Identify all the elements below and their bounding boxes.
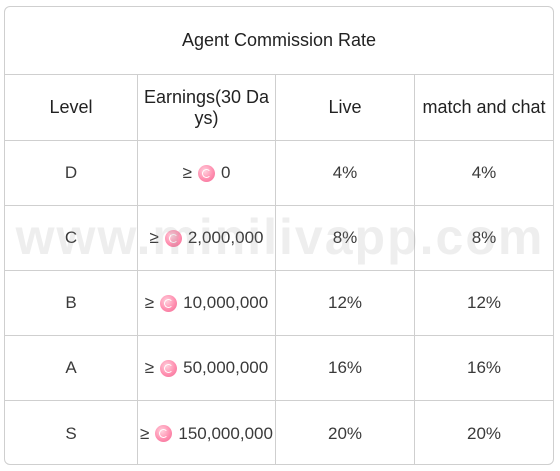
earnings-amount: 2,000,000 xyxy=(187,228,264,248)
commission-table: Agent Commission Rate Level Earnings(30 … xyxy=(4,6,554,465)
header-live: Live xyxy=(276,75,415,140)
level-cell: S xyxy=(5,401,138,464)
gte-symbol: ≥ xyxy=(140,423,150,443)
earnings-amount: 50,000,000 xyxy=(183,358,269,378)
match-chat-rate-cell: 20% xyxy=(466,423,502,443)
coin-icon xyxy=(155,425,173,442)
live-rate-cell: 12% xyxy=(276,271,415,335)
table-row: D ≥ 0 4% 4% xyxy=(5,141,553,206)
level-cell: B xyxy=(5,271,138,335)
earnings-amount: 150,000,000 xyxy=(178,423,273,443)
earnings-cell: ≥ 0 xyxy=(138,141,276,205)
match-chat-rate-cell: 16% xyxy=(466,358,502,378)
earnings-amount: 0 xyxy=(220,163,231,183)
earnings-cell: ≥ 2,000,000 xyxy=(138,206,276,270)
match-chat-rate-cell: 8% xyxy=(471,228,497,248)
live-rate-cell: 20% xyxy=(276,401,415,464)
table-row: A ≥ 50,000,000 16% 16% xyxy=(5,336,553,401)
gte-symbol: ≥ xyxy=(144,293,155,313)
header-level: Level xyxy=(5,75,138,140)
earnings-amount: 10,000,000 xyxy=(183,293,269,313)
table-row: C ≥ 2,000,000 8% 8% xyxy=(5,206,553,271)
gte-symbol: ≥ xyxy=(149,228,159,248)
match-chat-rate-cell: 4% xyxy=(471,163,497,183)
header-earnings: Earnings(30 Da ys) xyxy=(138,75,276,140)
header-match-chat: match and chat xyxy=(422,97,546,118)
level-cell: A xyxy=(5,336,138,400)
gte-symbol: ≥ xyxy=(144,358,155,378)
earnings-cell: ≥ 150,000,000 xyxy=(138,401,276,464)
live-rate-cell: 4% xyxy=(276,141,415,205)
coin-icon xyxy=(164,229,182,247)
table-row: B ≥ 10,000,000 12% 12% xyxy=(5,271,553,336)
level-cell: D xyxy=(5,141,138,205)
table-title: Agent Commission Rate xyxy=(5,7,553,75)
table-row: S ≥ 150,000,000 20% 20% xyxy=(5,401,553,464)
live-rate-cell: 16% xyxy=(276,336,415,400)
coin-icon xyxy=(197,164,215,182)
live-rate-cell: 8% xyxy=(276,206,415,270)
coin-icon xyxy=(160,359,178,377)
earnings-cell: ≥ 50,000,000 xyxy=(138,336,276,400)
match-chat-rate-cell: 12% xyxy=(466,293,502,313)
level-cell: C xyxy=(5,206,138,270)
earnings-cell: ≥ 10,000,000 xyxy=(138,271,276,335)
gte-symbol: ≥ xyxy=(182,163,192,183)
header-row: Level Earnings(30 Da ys) Live match and … xyxy=(5,75,553,141)
coin-icon xyxy=(160,294,178,312)
